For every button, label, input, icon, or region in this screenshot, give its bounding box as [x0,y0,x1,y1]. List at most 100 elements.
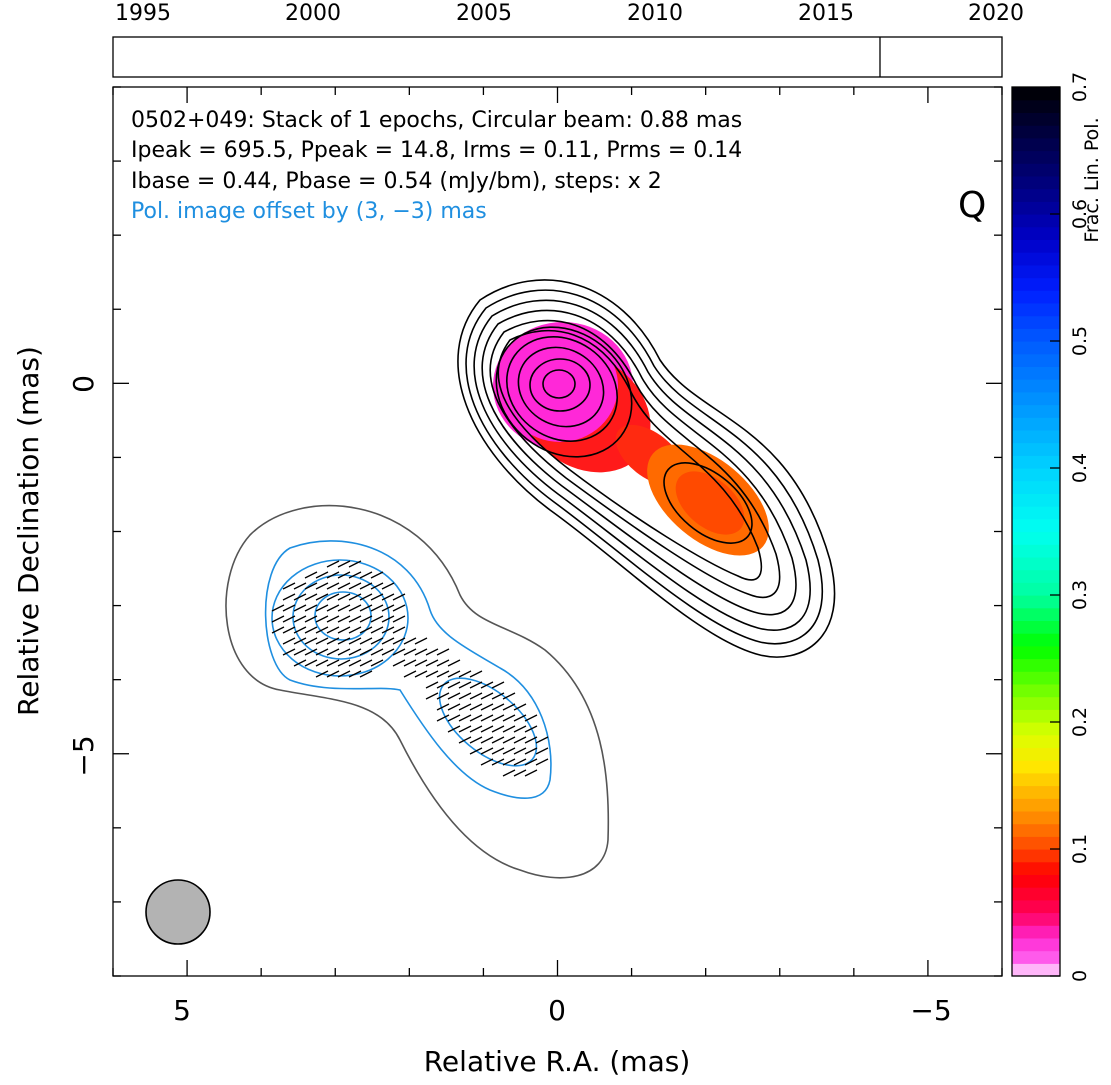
evpa-tick [414,659,428,667]
evpa-tick [425,659,439,667]
evpa-tick [513,725,527,733]
colorbar-step [1012,125,1060,139]
colorbar-step [1012,925,1060,939]
evpa-tick [326,659,340,667]
evpa-tick [502,747,516,755]
evpa-tick [293,593,307,601]
colorbar-step [1012,595,1060,609]
colorbar-step [1012,277,1060,291]
colorbar-step [1012,747,1060,761]
evpa-tick [326,593,340,601]
evpa-tick [436,659,450,667]
evpa-tick [348,637,362,645]
colorbar-step [1012,950,1060,964]
timeline-frame [112,36,1003,78]
evpa-tick [392,659,406,667]
colorbar-step [1012,214,1060,228]
evpa-tick [458,670,472,678]
evpa-tick [447,659,461,667]
color-patch-core-inner [502,330,618,442]
evpa-tick [370,637,384,645]
evpa-tick [491,714,505,722]
evpa-tick [304,615,318,623]
evpa-tick [491,681,505,689]
evpa-tick [359,582,373,590]
evpa-tick [282,604,296,612]
colorbar-step [1012,912,1060,926]
evpa-tick [524,736,538,744]
evpa-tick [282,582,296,590]
evpa-tick [337,560,351,568]
contour-level [663,462,753,544]
colorbar-step [1012,671,1060,685]
evpa-tick [326,615,340,623]
colorbar-step [1012,734,1060,748]
evpa-tick [491,747,505,755]
colorbar-step [1012,442,1060,456]
evpa-tick [337,615,351,623]
evpa-tick [348,582,362,590]
colorbar-step [1012,112,1060,126]
evpa-tick [293,659,307,667]
evpa-tick [326,637,340,645]
image-content: Q [145,185,986,945]
y-tick-label: −5 [67,735,100,776]
evpa-tick [359,604,373,612]
evpa-tick [271,626,285,634]
colorbar-tick-label: 0 [1069,970,1091,982]
colorbar-step [1012,785,1060,799]
evpa-tick [337,648,351,656]
evpa-tick [447,681,461,689]
colorbar-tick-label: 0.6 [1069,199,1091,229]
evpa-tick [304,659,318,667]
evpa-tick [480,758,494,766]
contour-level [542,369,576,399]
color-patch-jet-inner [675,471,745,535]
evpa-tick [326,582,340,590]
evpa-tick [381,637,395,645]
evpa-tick [370,648,384,656]
y-axis-label: Relative Declination (mas) [12,346,45,716]
evpa-tick [524,758,538,766]
evpa-tick [502,769,516,777]
colorbar-step [1012,366,1060,380]
colorbar-step [1012,506,1060,520]
evpa-tick [337,670,351,678]
colorbar: 0 0.1 0.2 0.3 0.4 0.5 0.6 0.7 Frac. Lin. Pol. [1011,72,1103,982]
evpa-tick [502,703,516,711]
evpa-tick [381,615,395,623]
evpa-tick [348,659,362,667]
evpa-tick [524,714,538,722]
evpa-tick [359,571,373,579]
evpa-tick [348,615,362,623]
year-label: 2000 [285,1,341,26]
image-plot: Q 0502+049: Stack of 1 epochs, Circular … [12,86,1003,1078]
colorbar-step [1012,264,1060,279]
colorbar-step [1012,569,1060,583]
colorbar-step [1012,620,1060,634]
evpa-tick [293,604,307,612]
colorbar-tick-label: 0.1 [1069,834,1091,864]
evpa-tick [359,648,373,656]
evpa-tick [337,582,351,590]
colorbar-step [1012,582,1060,596]
colorbar-ticks: 0 0.1 0.2 0.3 0.4 0.5 0.6 0.7 [1050,72,1091,982]
evpa-tick [458,703,472,711]
evpa-tick [315,582,329,590]
evpa-tick [458,736,472,744]
year-label: 2010 [627,1,683,26]
colorbar-step [1012,633,1060,647]
evpa-tick [381,604,395,612]
colorbar-step [1012,417,1060,431]
evpa-tick [524,725,538,733]
evpa-tick [458,725,472,733]
colorbar-tick-label: 0.5 [1069,326,1091,356]
evpa-tick [535,736,549,744]
evpa-tick [447,692,461,700]
colorbar-gradient [1012,87,1060,977]
x-tick-label: 5 [173,994,191,1027]
colorbar-step [1012,887,1060,901]
evpa-tick [458,714,472,722]
evpa-tick [381,648,395,656]
evpa-tick [502,714,516,722]
